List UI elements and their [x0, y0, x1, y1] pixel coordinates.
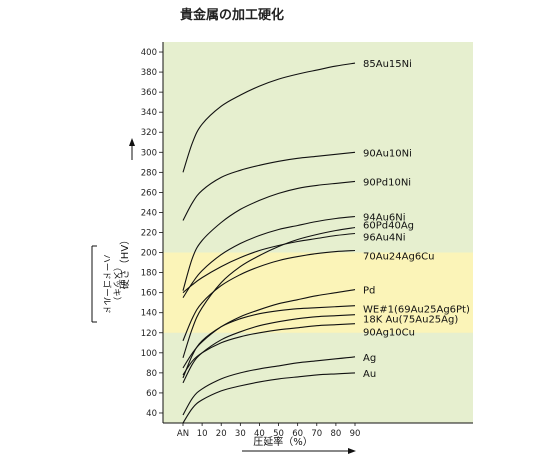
y-tick-label: 340	[141, 108, 157, 118]
series-line	[182, 232, 356, 294]
series-line	[182, 180, 356, 291]
series-line	[182, 215, 356, 298]
y-tick-label: 40	[146, 409, 157, 419]
series-label: WE#1(69Au25Ag6Pt)	[363, 305, 470, 316]
series-label: Pd	[363, 286, 375, 297]
y-axis-label: 硬さ（HV）	[119, 235, 131, 289]
y-tick-label: 100	[141, 349, 157, 359]
series-line	[182, 151, 356, 221]
y-tick-label: 80	[146, 369, 157, 379]
x-tick-label: 20	[216, 429, 227, 439]
x-axis-label: 圧延率（%）	[253, 435, 313, 448]
x-tick-label: AN	[177, 429, 189, 439]
y-tick-label: 360	[141, 88, 157, 98]
series-line	[182, 226, 356, 358]
y-tick-label: 280	[141, 168, 157, 178]
y-tick-label: 260	[141, 188, 157, 198]
series-label: 90Ag10Cu	[363, 328, 415, 339]
chart-title: 貴金属の加工硬化	[180, 8, 285, 23]
band-label-line2: （メッキ）	[111, 263, 122, 306]
series-label: 60Pd40Ag	[363, 220, 414, 231]
y-tick-label: 240	[141, 208, 157, 218]
x-tick-label: 60	[292, 429, 303, 439]
series-line	[182, 372, 356, 424]
x-tick-label: 10	[197, 429, 208, 439]
x-tick-label: 80	[330, 429, 341, 439]
y-tick-label: 220	[141, 229, 157, 239]
plot-background	[163, 42, 473, 423]
series-lines	[182, 62, 356, 424]
series-line	[182, 356, 356, 416]
x-axis-ticks: AN 10 20 30 40 50 60 70 80 90	[163, 422, 473, 439]
x-tick-label: 30	[235, 429, 246, 439]
series-label: 70Au24Ag6Cu	[363, 252, 435, 263]
series-line	[182, 62, 356, 173]
y-tick-label: 380	[141, 68, 157, 78]
x-tick-label: 70	[311, 429, 322, 439]
series-label: 85Au15Ni	[363, 59, 412, 70]
x-tick-label: 90	[350, 429, 361, 439]
y-tick-label: 200	[141, 249, 157, 259]
x-tick-label: 40	[254, 429, 265, 439]
series-label: 96Au4Ni	[363, 233, 406, 244]
y-tick-label: 120	[141, 329, 157, 339]
y-tick-label: 320	[141, 128, 157, 138]
y-tick-label: 160	[141, 289, 157, 299]
hard-gold-band	[163, 252, 473, 333]
series-label: 18K Au(75Au25Ag)	[363, 315, 458, 326]
x-tick-label: 50	[273, 429, 284, 439]
series-line	[182, 314, 356, 384]
series-label: Ag	[363, 353, 376, 364]
y-tick-label: 300	[141, 148, 157, 158]
y-axis-ticks: 40 60 80 100 120 140 160 180 200 220 240 260 280 300 3…	[141, 42, 164, 423]
y-axis-arrow-head	[129, 138, 135, 146]
band-label-line1: ハードゴールド	[101, 254, 112, 314]
y-tick-label: 400	[141, 48, 157, 58]
x-axis-arrow-head	[348, 448, 356, 454]
y-tick-label: 180	[141, 269, 157, 279]
series-line	[182, 249, 356, 342]
series-line	[182, 305, 356, 379]
y-tick-label: 60	[146, 389, 157, 399]
series-label: 90Pd10Ni	[363, 177, 411, 188]
series-label: Au	[363, 369, 376, 380]
series-label: 90Au10Ni	[363, 148, 412, 159]
series-label: 94Au6Ni	[363, 212, 406, 223]
series-line	[182, 323, 356, 376]
y-tick-label: 140	[141, 309, 157, 319]
